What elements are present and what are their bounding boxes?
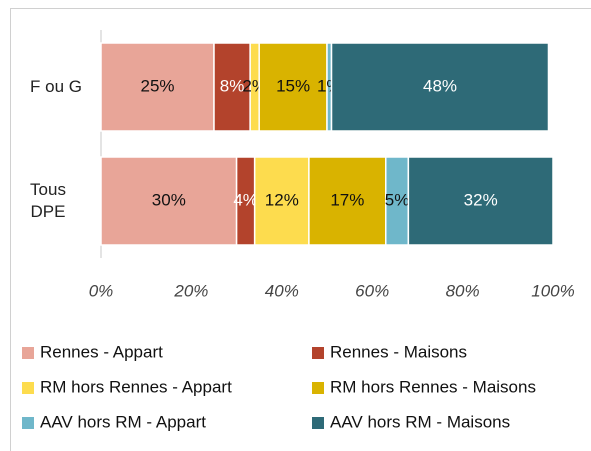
x-tick-label: 0% bbox=[89, 281, 114, 300]
bar-segment bbox=[213, 42, 251, 132]
data-label: 17% bbox=[330, 190, 364, 209]
bar-segment bbox=[253, 156, 310, 246]
bar-segment bbox=[100, 156, 238, 246]
legend-swatch bbox=[312, 347, 324, 359]
x-tick-label: 20% bbox=[173, 281, 208, 300]
y-tick-label: Tous DPE bbox=[30, 180, 66, 221]
x-tick-label: 60% bbox=[355, 281, 389, 300]
chart-frame bbox=[10, 8, 591, 451]
data-label: 8% bbox=[220, 76, 245, 95]
y-tick-label: F ou G bbox=[30, 77, 82, 96]
data-label: 15% bbox=[276, 76, 310, 95]
legend-label: AAV hors RM - Maisons bbox=[330, 412, 510, 431]
legend-label: Rennes - Appart bbox=[40, 342, 163, 361]
legend-label: AAV hors RM - Appart bbox=[40, 412, 206, 431]
legend-label: Rennes - Maisons bbox=[330, 342, 467, 361]
data-label: 5% bbox=[385, 190, 410, 209]
x-tick-label: 40% bbox=[265, 281, 299, 300]
legend-swatch bbox=[312, 417, 324, 429]
bar-segment bbox=[258, 42, 328, 132]
bar-segment bbox=[308, 156, 387, 246]
data-label: 12% bbox=[265, 190, 299, 209]
category-label-box: Tous DPE bbox=[30, 180, 66, 221]
bar-segment bbox=[407, 156, 554, 246]
data-label: 25% bbox=[140, 76, 174, 95]
bar-segment bbox=[330, 42, 550, 132]
category-label-box: F ou G bbox=[30, 77, 82, 96]
x-tick-label: 80% bbox=[446, 281, 480, 300]
legend-swatch bbox=[22, 382, 34, 394]
legend-swatch bbox=[312, 382, 324, 394]
data-label: 4% bbox=[233, 190, 258, 209]
legend-label: RM hors Rennes - Maisons bbox=[330, 377, 536, 396]
legend-swatch bbox=[22, 347, 34, 359]
data-label: 32% bbox=[464, 190, 498, 209]
legend-swatch bbox=[22, 417, 34, 429]
legend-label: RM hors Rennes - Appart bbox=[40, 377, 232, 396]
data-label: 30% bbox=[152, 190, 186, 209]
x-tick-label: 100% bbox=[531, 281, 574, 300]
data-label: 48% bbox=[423, 76, 457, 95]
